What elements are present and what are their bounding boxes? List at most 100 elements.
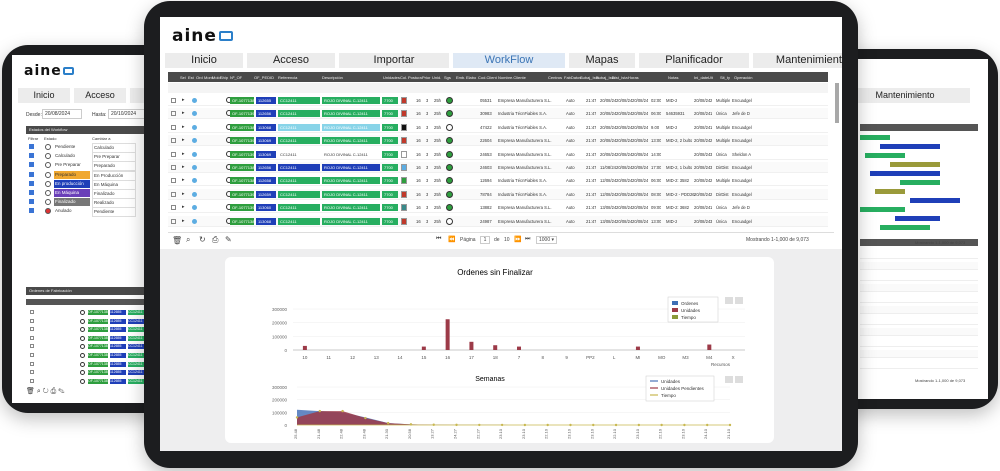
col-header[interactable]: Centros — [548, 75, 563, 80]
col-header[interactable]: Unidades — [383, 75, 400, 80]
col-header[interactable]: FabDatos — [564, 75, 582, 80]
table-row[interactable]: ▸ OF-1077138 113068 CC12411 ROJO DIVINAL C-1… — [168, 215, 828, 227]
right-table-row[interactable] — [860, 295, 978, 303]
delete-icon[interactable]: 🗑 — [172, 236, 183, 245]
estado-checkbox[interactable] — [29, 144, 34, 149]
row-checkbox[interactable] — [171, 218, 176, 224]
right-table-row[interactable] — [860, 251, 978, 259]
estado-row[interactable]: Anulado Pendiente — [26, 207, 190, 218]
page-size-select[interactable]: 1000 ▾ — [536, 236, 558, 244]
row-checkbox[interactable] — [30, 370, 34, 375]
row-checkbox[interactable] — [30, 378, 34, 383]
gantt-bar[interactable] — [870, 171, 940, 176]
col-header[interactable]: Elabo — [466, 75, 477, 80]
gantt-bar[interactable] — [875, 189, 905, 194]
right-tab-mantenimiento[interactable]: Mantenimiento — [840, 88, 970, 103]
right-table-row[interactable] — [860, 361, 978, 369]
col-header[interactable]: Ini_date — [694, 75, 709, 80]
right-table-row[interactable] — [860, 262, 978, 270]
right-table-row[interactable] — [860, 339, 978, 347]
left-table-row[interactable]: OF-1077138 112655 CC12411 — [26, 326, 190, 333]
right-table-row[interactable] — [860, 284, 978, 292]
col-header[interactable]: Subaj_Ista — [580, 75, 599, 80]
estado-checkbox[interactable] — [29, 199, 34, 205]
estado-checkbox[interactable] — [29, 153, 34, 159]
chart1-bar[interactable] — [635, 346, 640, 350]
right-table-row[interactable] — [860, 273, 978, 281]
estado-checkbox[interactable] — [29, 190, 34, 195]
tab-importar[interactable]: Importar — [339, 53, 449, 68]
table-row[interactable]: ▸ OF-1077138 112656 CC12411 ROJO DIVINAL C-1… — [168, 162, 828, 173]
chart2-point[interactable] — [318, 409, 321, 413]
chart2-print-icon[interactable] — [725, 376, 733, 383]
row-checkbox[interactable] — [171, 138, 176, 144]
left-tab-acceso[interactable]: Acceso — [74, 88, 126, 103]
edit-icon[interactable]: ✎ — [225, 235, 232, 244]
gantt-bar[interactable] — [880, 225, 930, 230]
chart1-print-icon[interactable] — [725, 297, 733, 304]
table-row[interactable]: ▸ OF-1077139 112659 CC12411 ROJO DIVINAL C-1… — [168, 188, 828, 200]
row-checkbox[interactable] — [171, 178, 176, 184]
col-header[interactable]: Nombre.Cliente — [498, 75, 526, 80]
expand-icon[interactable]: ▸ — [182, 150, 185, 157]
col-header[interactable]: Sgs — [444, 75, 451, 80]
row-checkbox[interactable] — [30, 318, 34, 323]
left-table-row[interactable]: OF-1077138 112655 CC12411 — [26, 318, 190, 325]
right-table-row[interactable] — [860, 306, 978, 314]
gantt-bar[interactable] — [865, 153, 905, 158]
last-page-icon[interactable]: ⏭ — [525, 236, 531, 242]
delete-icon[interactable]: 🗑 — [26, 388, 35, 395]
col-header[interactable]: Notas — [668, 75, 679, 80]
right-table-row[interactable] — [860, 328, 978, 336]
chart1-export-icon[interactable] — [735, 297, 743, 304]
row-checkbox[interactable] — [30, 344, 34, 349]
col-header[interactable]: Dist_Ista — [612, 75, 628, 80]
desde-input[interactable]: 20/08/2024 — [42, 109, 82, 119]
chart1-bar[interactable] — [707, 344, 712, 350]
row-checkbox[interactable] — [171, 191, 176, 197]
expand-icon[interactable]: ▸ — [182, 97, 185, 103]
first-page-icon[interactable]: ⏮ — [436, 236, 442, 242]
chart2-point[interactable] — [341, 409, 344, 413]
table-scrollbar[interactable] — [835, 83, 839, 123]
estado-cambiar-select[interactable]: Pendiente — [92, 207, 136, 218]
print-icon[interactable]: ⎙ — [50, 388, 57, 395]
estado-checkbox[interactable] — [29, 180, 34, 186]
col-header[interactable]: Horas — [628, 75, 639, 80]
left-table-row[interactable]: OF-1077138 112655 CC12411 — [26, 343, 190, 350]
table-row[interactable]: ▸ OF-1077139 113069 CC12411 ROJO DIVINAL C-1… — [168, 148, 828, 160]
col-header[interactable]: Unid. — [432, 75, 442, 80]
print-icon[interactable]: ⎙ — [212, 235, 219, 244]
col-header[interactable]: Descripción — [322, 75, 343, 80]
col-header[interactable]: Emb. — [456, 75, 466, 80]
expand-icon[interactable]: ▸ — [182, 177, 185, 184]
search-icon[interactable]: ⌕ — [36, 388, 41, 395]
gantt-bar[interactable] — [860, 207, 905, 212]
left-tab-inicio[interactable]: Inicio — [18, 88, 70, 103]
col-header[interactable]: Nº_OF — [230, 75, 243, 80]
col-header[interactable]: Operación — [734, 75, 753, 80]
expand-icon[interactable]: ▸ — [182, 137, 185, 144]
left-table-row[interactable]: OF-1077138 112655 CC12411 — [26, 369, 190, 376]
chart1-bar[interactable] — [493, 345, 498, 350]
chart2-export-icon[interactable] — [735, 376, 743, 383]
estado-checkbox[interactable] — [29, 162, 34, 168]
row-checkbox[interactable] — [171, 98, 176, 103]
row-checkbox[interactable] — [171, 124, 176, 130]
row-checkbox[interactable] — [30, 361, 34, 366]
col-header[interactable]: Ship — [220, 75, 229, 80]
left-table-row[interactable]: OF-1077138 112655 CC12411 — [26, 352, 190, 359]
col-header[interactable]: OF_PEDID — [254, 75, 275, 80]
table-row[interactable]: ▸ OF-1077139 113069 CC12411 ROJO DIVINAL C-1… — [168, 135, 828, 147]
chart1-bar[interactable] — [302, 345, 307, 350]
estado-checkbox[interactable] — [29, 208, 34, 214]
chart2-point[interactable] — [386, 421, 390, 425]
col-header[interactable]: Est — [188, 75, 194, 80]
refresh-icon[interactable]: ↻ — [199, 235, 206, 244]
col-header[interactable]: Postura — [408, 75, 422, 80]
gantt-bar[interactable] — [910, 198, 960, 203]
col-header[interactable]: Col. — [400, 75, 408, 80]
row-checkbox[interactable] — [171, 205, 176, 211]
left-table-row[interactable]: OF-1077138 112655 CC12411 — [26, 309, 190, 316]
page-input[interactable]: 1 — [480, 236, 490, 244]
